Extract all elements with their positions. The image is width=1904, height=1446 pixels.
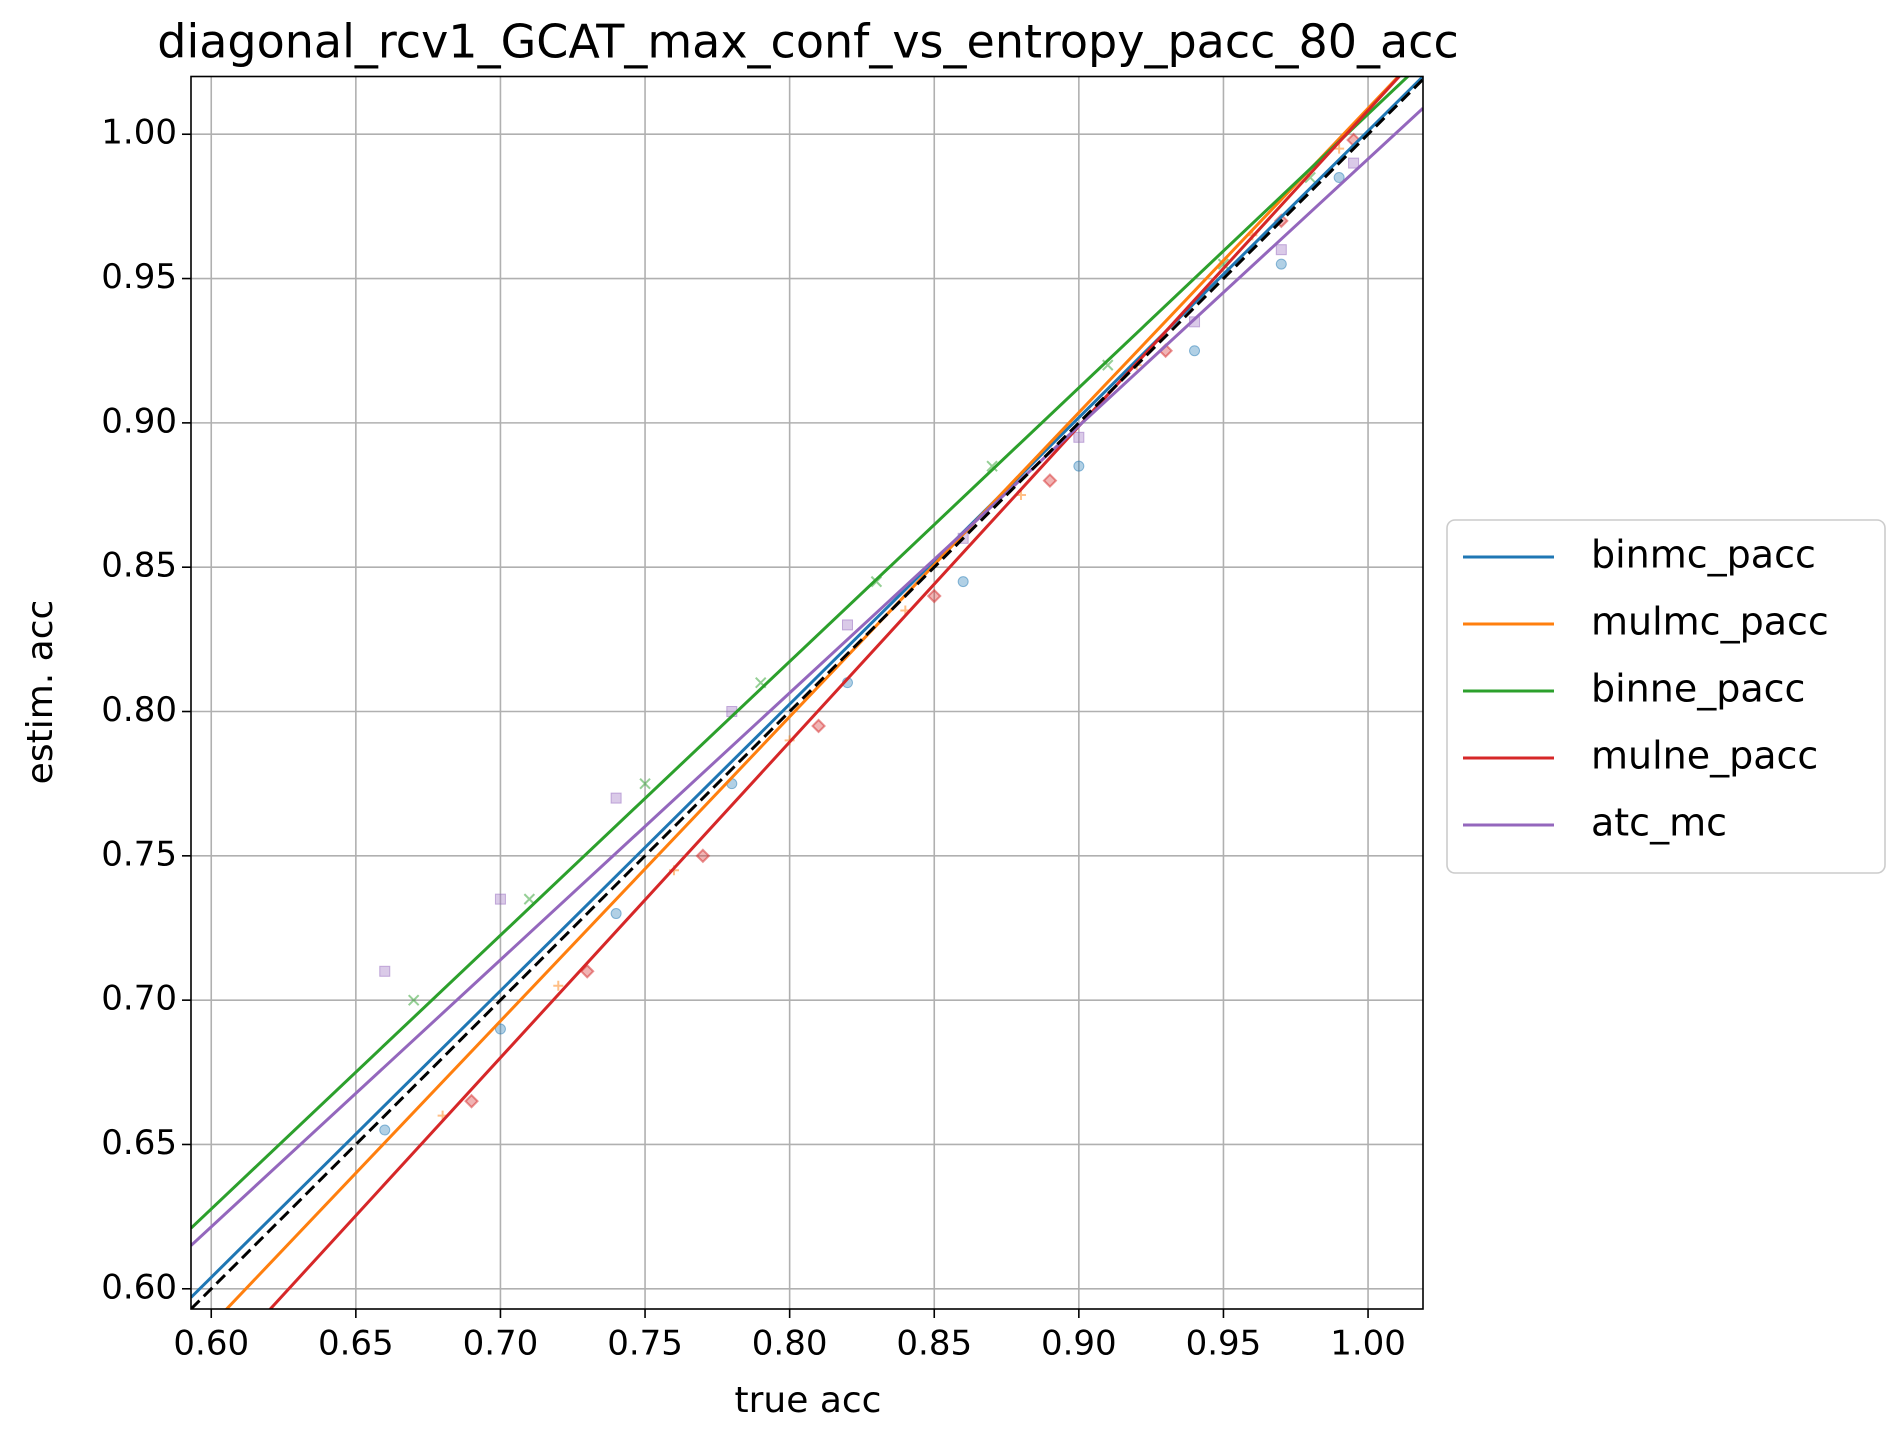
point <box>464 1093 479 1109</box>
x-tick-label: 0.80 <box>752 1324 828 1364</box>
point <box>811 718 826 734</box>
point <box>407 994 420 1006</box>
legend-label: binmc_pacc <box>1591 533 1816 577</box>
fit-line <box>224 76 1401 1309</box>
legend-label: atc_mc <box>1591 801 1727 845</box>
y-tick-label: 0.75 <box>101 834 177 874</box>
point <box>1042 473 1058 489</box>
x-tick-label: 0.60 <box>173 1324 249 1364</box>
point <box>553 980 564 991</box>
y-tick-label: 0.65 <box>101 1123 177 1163</box>
point <box>523 893 536 905</box>
y-axis-label: estim. acc <box>20 600 61 785</box>
point <box>1073 460 1085 472</box>
point <box>494 1023 506 1035</box>
y-tick-label: 0.60 <box>101 1267 177 1307</box>
y-tick-label: 0.95 <box>101 257 177 297</box>
plot-area <box>191 76 1423 1309</box>
legend-label: mulne_pacc <box>1591 734 1818 778</box>
legend-frame <box>1446 519 1886 874</box>
point <box>926 588 942 604</box>
point <box>1217 258 1230 270</box>
point <box>639 777 651 790</box>
x-tick-label: 0.70 <box>463 1324 539 1364</box>
point <box>1334 143 1345 154</box>
point <box>1333 172 1345 184</box>
legend-label: mulmc_pacc <box>1591 600 1829 644</box>
point <box>610 792 622 804</box>
y-tick-label: 0.80 <box>101 690 177 730</box>
x-tick-label: 0.95 <box>1186 1324 1262 1364</box>
fit-line <box>191 76 1423 1299</box>
point <box>494 893 506 905</box>
point <box>1348 157 1360 169</box>
legend: binmc_pacc mulmc_pacc binne_pacc mulne_pacc… <box>1446 519 1886 874</box>
point <box>1189 345 1201 357</box>
x-tick-label: 0.75 <box>607 1324 683 1364</box>
chart-title: diagonal_rcv1_GCAT_max_conf_vs_entropy_p… <box>157 15 1459 69</box>
y-tick-label: 1.00 <box>101 113 177 153</box>
point <box>379 1124 391 1136</box>
x-axis-label: true acc <box>735 1380 882 1421</box>
x-tick-label: 0.85 <box>896 1324 972 1364</box>
diagonal-line <box>191 78 1423 1309</box>
fit-line <box>191 76 1410 1230</box>
point <box>841 619 853 631</box>
point <box>986 460 998 472</box>
fit-line <box>191 107 1423 1247</box>
x-tick-label: 1.00 <box>1330 1324 1406 1364</box>
y-tick-label: 0.70 <box>101 979 177 1019</box>
y-tick-label: 0.85 <box>101 546 177 586</box>
point <box>1275 244 1287 256</box>
point <box>1073 431 1085 443</box>
y-tick-label: 0.90 <box>101 401 177 441</box>
point <box>379 965 391 977</box>
point <box>1275 258 1287 270</box>
point <box>610 908 622 920</box>
plot-frame <box>190 75 1424 1310</box>
point <box>957 576 969 588</box>
x-tick-label: 0.90 <box>1041 1324 1117 1364</box>
legend-label: binne_pacc <box>1591 667 1805 711</box>
x-tick-label: 0.65 <box>318 1324 394 1364</box>
point <box>695 848 711 864</box>
fit-line <box>268 76 1402 1309</box>
